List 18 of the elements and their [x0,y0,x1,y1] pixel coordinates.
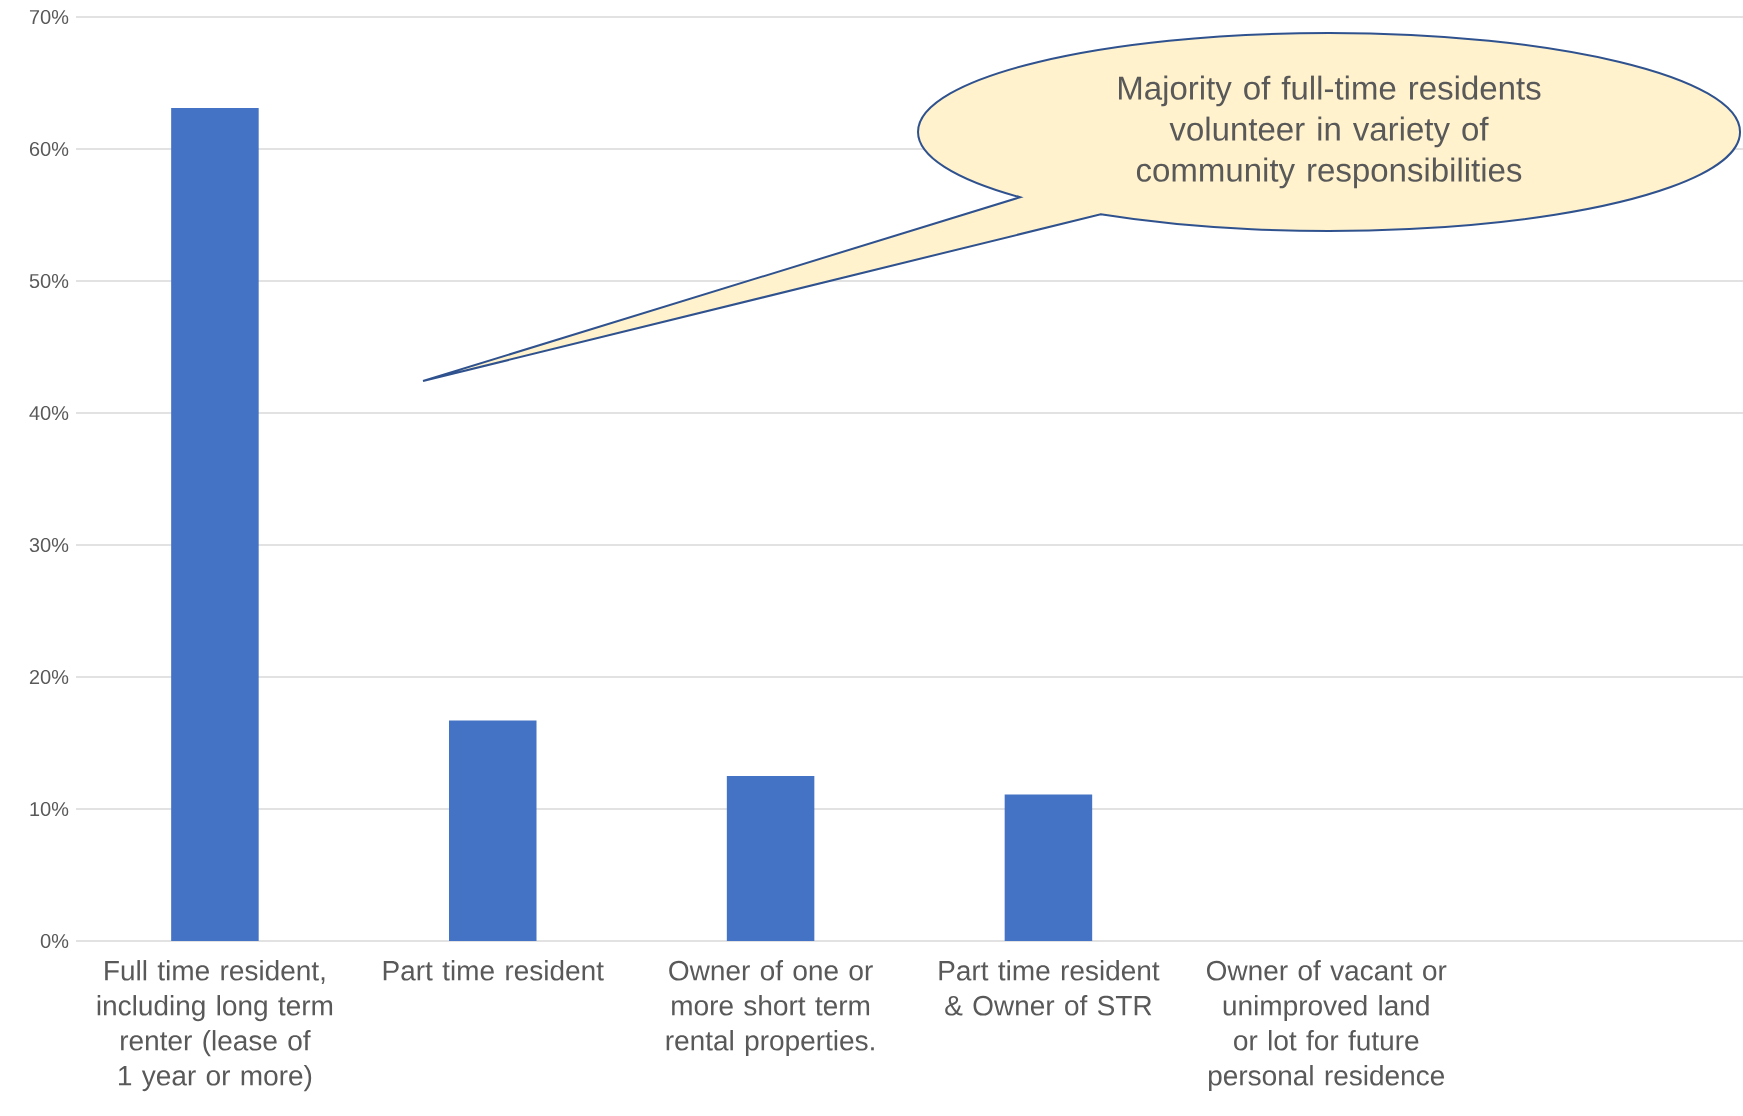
x-tick-label: Owner of vacant or unimproved land or lot for future personal residence [1206,960,1447,1092]
bar [171,108,259,941]
annotation: Majority of full-time residents volunteer in variety of community responsibilities [1119,75,1541,189]
x-tick-label: Owner of one or more short term rental properties. [666,960,874,1057]
x-tick-label: Part time resident [383,960,604,981]
bar [1004,794,1093,941]
y-tick-label: 20% [29,669,69,685]
bar [726,776,815,941]
x-tick-label: Part time resident & Owner of STR [939,960,1160,1016]
bar [448,720,537,941]
y-tick-label: 30% [29,537,69,553]
x-tick-label: Full time resident, including long term renter (lease of 1 year or more) [97,960,333,1092]
y-tick-label: 40% [29,405,69,421]
y-tick-label: 0% [40,933,69,949]
y-tick-label: 70% [29,9,69,25]
y-tick-label: 60% [29,141,69,157]
y-tick-label: 50% [29,273,69,289]
y-tick-label: 10% [30,801,69,817]
